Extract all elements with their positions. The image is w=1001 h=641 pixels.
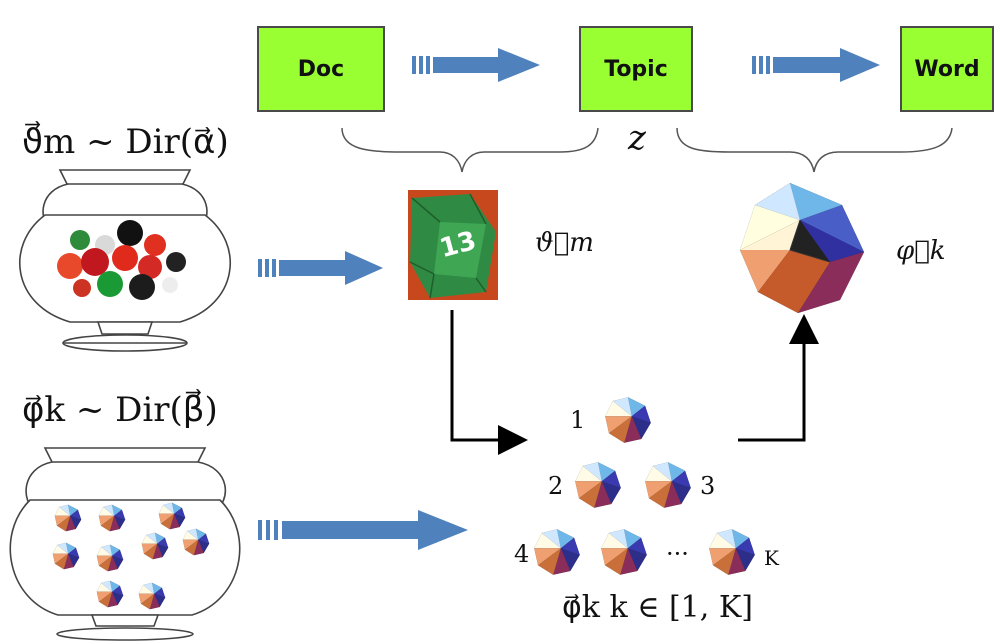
arrow-vase-dice <box>258 251 383 285</box>
die-1-icon <box>605 397 651 443</box>
phi-prior-label: φ⃗k ~ Dir(β⃗) <box>22 390 218 430</box>
z-label: z <box>628 118 646 158</box>
pyramid-num-2: 2 <box>548 472 564 500</box>
arrow-vase-pyramid <box>258 510 468 550</box>
colored-dice-pile-icon <box>57 220 186 300</box>
theta-m-label: ϑ⃗m <box>535 228 594 258</box>
word-icosahedron-icon <box>740 183 864 313</box>
pyramid-num-k: K <box>764 546 779 570</box>
arrow-dice-to-pyramid <box>450 310 528 455</box>
phi-range-label: φ⃗k k ∈ [1, K] <box>562 590 753 625</box>
die-k-icon <box>709 529 755 575</box>
brace-doc-topic <box>341 127 599 173</box>
pyramid-num-4: 4 <box>514 540 530 568</box>
pyramid-num-1: 1 <box>570 406 586 434</box>
die-2-icon <box>575 462 621 508</box>
word-box: Word <box>900 26 994 112</box>
doc-box: Doc <box>257 26 385 112</box>
die-5-icon <box>601 529 647 575</box>
dice-pyramid-icon <box>534 397 755 575</box>
arrow-doc-topic <box>412 48 540 82</box>
phi-k-label: φ⃗k <box>896 236 946 266</box>
arrow-topic-word <box>752 48 880 82</box>
pyramid-num-3: 3 <box>700 472 716 500</box>
die-4-icon <box>534 529 580 575</box>
topic-dice-icon <box>408 190 498 300</box>
topic-box: Topic <box>579 26 693 112</box>
arrow-pyramid-to-icosahedron <box>738 314 819 442</box>
die-3-icon <box>645 462 691 508</box>
pyramid-ellipsis: ··· <box>666 540 689 568</box>
theta-prior-label: ϑ⃗m ~ Dir(α⃗) <box>22 122 229 162</box>
brace-topic-word <box>676 127 953 173</box>
